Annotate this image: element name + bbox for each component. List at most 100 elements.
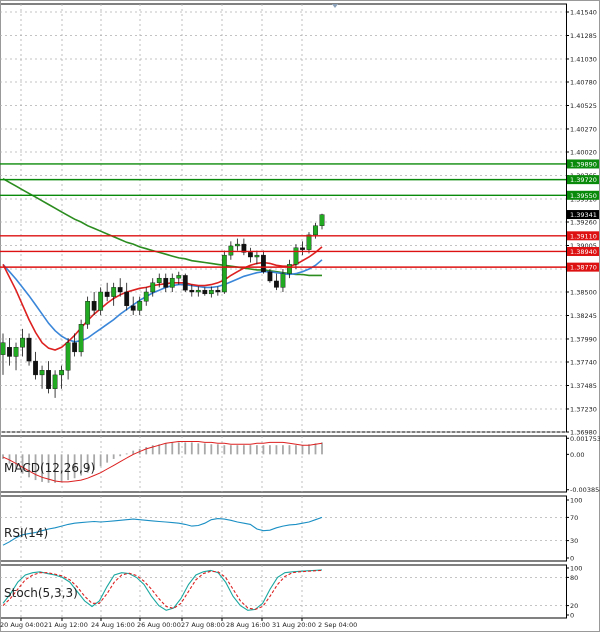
- bull-candle: [52, 374, 58, 389]
- level-tag: [567, 190, 599, 200]
- bear-candle: [267, 271, 273, 282]
- bear-candle: [261, 254, 266, 272]
- bull-candle: [65, 342, 71, 371]
- macd-title: MACD(12,26,9): [4, 461, 95, 475]
- price-tick-label: 1.37990: [570, 335, 597, 343]
- bull-candle: [137, 301, 143, 311]
- level-label: 1.38940: [570, 248, 597, 256]
- current-price-label: 1.39341: [570, 211, 597, 219]
- ma-long-line: [2, 178, 322, 277]
- bull-candle: [234, 243, 240, 247]
- bull-candle: [59, 370, 64, 376]
- bear-candle: [241, 243, 247, 253]
- bear-candle: [182, 275, 188, 291]
- level-tag: [567, 231, 599, 241]
- price-tick-label: 1.40525: [570, 102, 597, 110]
- bear-candle: [202, 289, 208, 295]
- bear-candle: [91, 301, 97, 311]
- bear-candle: [163, 277, 169, 288]
- bear-candle: [189, 289, 195, 293]
- bull-candle: [78, 324, 84, 353]
- bear-candle: [104, 291, 110, 297]
- current-price-tag: [567, 210, 599, 220]
- macd-signal-line: [2, 441, 323, 483]
- time-label: 20 Aug 04:00: [0, 621, 44, 629]
- ma-short-line: [2, 246, 323, 351]
- level-tag: [567, 175, 599, 185]
- bull-candle: [20, 337, 25, 348]
- macd-tick-label: -0.003854: [570, 486, 600, 494]
- bear-candle: [26, 337, 32, 362]
- bull-candle: [98, 291, 104, 311]
- panel-frame-0: [0, 3, 567, 433]
- bear-candle: [274, 280, 279, 288]
- level-label: 1.39720: [570, 176, 597, 184]
- panel-frame-2: [0, 495, 567, 562]
- bull-candle: [156, 277, 162, 283]
- time-label: 2 Sep 04:00: [318, 621, 357, 629]
- bear-candle: [7, 347, 12, 357]
- level-tag: [567, 246, 599, 256]
- stoch-tick-label: 100: [570, 565, 582, 573]
- time-label: 26 Aug 00:00: [137, 621, 181, 629]
- price-tick-label: 1.40020: [570, 149, 597, 157]
- bull-candle: [254, 254, 260, 258]
- bull-candle: [280, 273, 286, 288]
- bear-candle: [124, 291, 130, 307]
- bull-candle: [85, 301, 91, 325]
- price-tick-label: 1.39260: [570, 219, 597, 227]
- bull-candle: [313, 225, 318, 236]
- level-label: 1.39110: [570, 232, 597, 240]
- bull-candle: [228, 245, 234, 256]
- price-tick-label: 1.39005: [570, 242, 597, 250]
- stoch-tick-label: 20: [570, 602, 578, 610]
- rsi-line: [2, 516, 323, 546]
- price-tick-label: 1.41540: [570, 9, 597, 17]
- bull-candle: [111, 287, 117, 297]
- time-label: 28 Aug 16:00: [226, 621, 270, 629]
- bull-candle: [208, 289, 214, 295]
- bull-candle: [0, 342, 6, 355]
- rsi-title: RSI(14): [4, 526, 48, 540]
- price-tick-label: 1.36980: [570, 429, 597, 437]
- level-tag: [567, 262, 599, 272]
- stoch-tick-label: 80: [570, 574, 578, 582]
- time-label: 27 Aug 08:00: [181, 621, 225, 629]
- price-tick-label: 1.41285: [570, 32, 597, 40]
- bear-candle: [130, 305, 136, 311]
- macd-tick-label: 0.001753: [570, 435, 600, 443]
- bear-candle: [300, 247, 305, 250]
- price-tick-label: 1.38245: [570, 312, 597, 320]
- bull-candle: [195, 289, 201, 293]
- level-label: 1.38770: [570, 264, 597, 272]
- scroll-marker-icon: [332, 4, 338, 8]
- bull-candle: [176, 275, 182, 279]
- level-label: 1.39550: [570, 192, 597, 200]
- bull-candle: [143, 291, 149, 302]
- bull-candle: [150, 282, 156, 293]
- bull-candle: [293, 247, 299, 265]
- stoch-k-line: [2, 569, 323, 611]
- level-label: 1.39890: [570, 160, 597, 168]
- time-label: 31 Aug 20:00: [272, 621, 316, 629]
- stoch-d-line: [2, 569, 323, 610]
- bear-candle: [46, 370, 51, 389]
- macd-tick-label: 0.00: [570, 451, 584, 459]
- time-label: 21 Aug 12:00: [44, 621, 88, 629]
- bear-candle: [215, 289, 221, 293]
- bull-candle: [169, 277, 175, 288]
- rsi-tick-label: 70: [570, 514, 578, 522]
- bull-candle: [306, 234, 312, 250]
- price-tick-label: 1.37230: [570, 405, 597, 413]
- price-tick-label: 1.40780: [570, 79, 597, 87]
- bear-candle: [72, 342, 78, 353]
- stoch-title: Stoch(5,3,3): [4, 586, 78, 600]
- bull-candle: [39, 370, 45, 376]
- bull-candle: [13, 347, 19, 357]
- price-tick-label: 1.41030: [570, 55, 597, 63]
- price-tick-label: 1.38500: [570, 289, 597, 297]
- level-tag: [567, 159, 599, 169]
- rsi-tick-label: 30: [570, 537, 578, 545]
